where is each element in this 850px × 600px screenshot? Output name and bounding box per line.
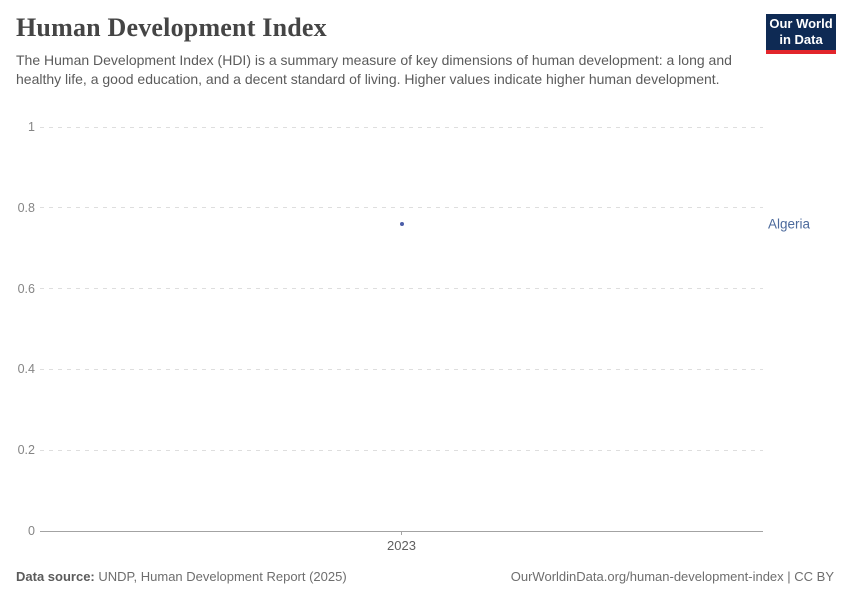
owid-url-license[interactable]: OurWorldinData.org/human-development-ind… — [510, 569, 834, 584]
y-axis-tick-label: 0.6 — [17, 281, 35, 296]
x-axis-tick — [401, 531, 402, 535]
owid-logo-line1: Our World — [769, 16, 833, 31]
y-gridline — [40, 126, 763, 128]
y-axis-tick-label: 0.2 — [17, 443, 35, 458]
data-point[interactable] — [399, 221, 404, 226]
data-source-note: Data source: UNDP, Human Development Rep… — [16, 569, 347, 584]
y-gridline — [40, 288, 763, 290]
y-axis-tick-label: 0 — [28, 524, 35, 538]
owid-logo[interactable]: Our World in Data — [766, 14, 836, 54]
entity-label[interactable]: Algeria — [768, 216, 811, 232]
data-source-text: UNDP, Human Development Report (2025) — [94, 569, 347, 584]
x-axis-tick-label: 2023 — [387, 538, 416, 553]
y-axis-tick-label: 0.4 — [17, 362, 35, 377]
page-title: Human Development Index — [16, 13, 327, 42]
owid-logo-line2: in Data — [779, 32, 823, 47]
y-gridline — [40, 368, 763, 370]
chart-subtitle: The Human Development Index (HDI) is a s… — [16, 52, 732, 87]
y-gridline — [40, 449, 763, 451]
y-axis-tick-label: 0.8 — [17, 200, 35, 215]
y-axis-tick-label: 1 — [28, 120, 35, 134]
y-gridline — [40, 207, 763, 209]
data-source-label: Data source: — [16, 569, 95, 584]
